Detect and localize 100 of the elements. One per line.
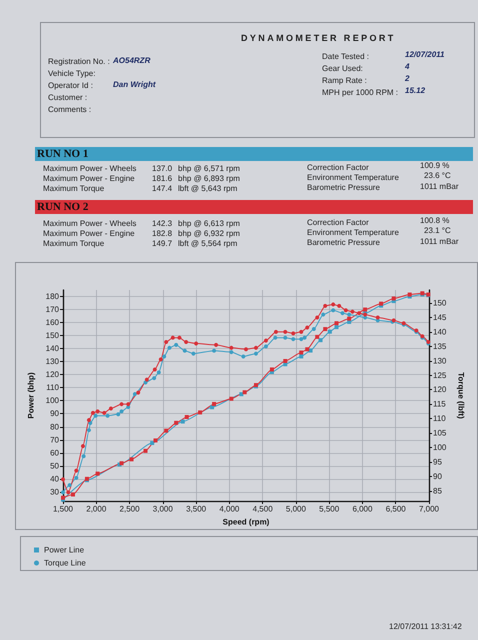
text: 181.6 <box>152 174 172 184</box>
point <box>331 302 336 306</box>
point <box>154 438 158 442</box>
point <box>340 311 344 316</box>
text: Barometric Pressure <box>307 183 380 193</box>
y2-tick-label: 90 <box>433 472 442 481</box>
point <box>334 325 338 330</box>
point <box>229 346 234 350</box>
point <box>191 352 196 356</box>
point <box>182 348 187 353</box>
y-tick-label: 60 <box>50 448 60 458</box>
point <box>158 357 163 362</box>
point <box>328 330 332 334</box>
point <box>162 354 166 358</box>
y2-tick-label: 135 <box>433 342 447 351</box>
point <box>299 350 304 355</box>
point <box>108 406 113 411</box>
text: bhp @ 6,613 rpm <box>178 219 240 229</box>
x-tick-label: 3,000 <box>152 504 174 514</box>
x-tick-label: 2,500 <box>120 504 140 514</box>
text: Maximum Torque <box>43 239 104 249</box>
text: bhp @ 6,932 rpm <box>178 229 240 239</box>
text: 1011 mBar <box>420 182 459 192</box>
point <box>120 409 124 414</box>
y2-tick-label: 115 <box>433 400 446 409</box>
y-tick-label: 120 <box>46 370 60 380</box>
point <box>212 402 216 406</box>
point <box>323 304 328 308</box>
y2-tick-label: 85 <box>433 486 442 496</box>
point <box>214 342 218 347</box>
point <box>212 348 216 353</box>
text: 23.6 °C <box>424 171 451 181</box>
point <box>347 312 352 317</box>
text: Comments : <box>48 105 92 115</box>
point <box>184 340 188 344</box>
y2-tick-label: 140 <box>433 327 447 336</box>
point <box>242 390 247 394</box>
point <box>357 311 362 316</box>
point <box>318 338 323 342</box>
y-tick-label: 150 <box>46 331 60 340</box>
point <box>270 367 274 372</box>
point <box>305 347 310 352</box>
text: Maximum Power - Wheels <box>43 164 136 174</box>
point <box>150 441 154 446</box>
point <box>152 367 157 372</box>
text: Barometric Pressure <box>307 238 380 248</box>
point <box>184 414 189 419</box>
point <box>331 308 336 312</box>
point <box>273 336 278 340</box>
point <box>74 468 78 473</box>
point <box>90 410 95 415</box>
text: Maximum Torque <box>43 184 104 194</box>
point <box>177 336 182 340</box>
point <box>334 321 338 326</box>
y2-tick-label: 145 <box>433 312 447 322</box>
text: 23.1 °C <box>424 226 451 236</box>
y-tick-label: 140 <box>46 344 60 354</box>
point <box>241 354 246 358</box>
x-tick-label: 4,500 <box>252 504 274 514</box>
text: lbft @ 5,643 rpm <box>178 184 238 194</box>
point <box>363 308 368 312</box>
point <box>315 334 320 339</box>
x-axis-title: Speed (rpm) <box>222 518 270 526</box>
point <box>132 392 137 396</box>
text: Environment Temperature <box>307 228 399 238</box>
point <box>86 428 91 432</box>
x-tick-label: 6,500 <box>386 504 406 514</box>
point <box>299 354 304 358</box>
text: Registration No. : <box>48 57 110 67</box>
point <box>308 348 313 353</box>
point <box>82 454 86 458</box>
text: bhp @ 6,893 rpm <box>178 174 240 184</box>
text: 142.3 <box>152 219 172 229</box>
text: 147.4 <box>152 184 172 194</box>
point <box>136 390 140 395</box>
x-tick-label: 3,500 <box>186 504 207 514</box>
point <box>299 330 304 334</box>
y2-tick-label: 110 <box>433 414 446 424</box>
y2-tick-label: 100 <box>433 443 447 452</box>
y2-tick-label: 150 <box>433 298 447 308</box>
y-tick-label: 50 <box>50 461 60 470</box>
x-tick-label: 1,500 <box>52 504 74 514</box>
text: Ramp Rate : <box>322 76 367 86</box>
text: RUN NO 2 <box>37 200 88 214</box>
point <box>152 376 156 380</box>
point <box>167 346 172 350</box>
point <box>302 336 307 340</box>
point <box>321 312 326 317</box>
point <box>86 418 91 422</box>
text: Vehicle Type: <box>48 69 96 79</box>
point <box>106 414 110 418</box>
y2-tick-label: 120 <box>433 385 447 394</box>
text: 137.0 <box>152 164 172 174</box>
text: 149.7 <box>152 239 172 249</box>
point <box>312 327 316 332</box>
point <box>120 402 124 406</box>
text: 12/07/2011 <box>405 50 444 60</box>
x-tick-label: 7,000 <box>418 504 440 514</box>
point <box>274 330 278 334</box>
text: 182.8 <box>152 229 172 239</box>
